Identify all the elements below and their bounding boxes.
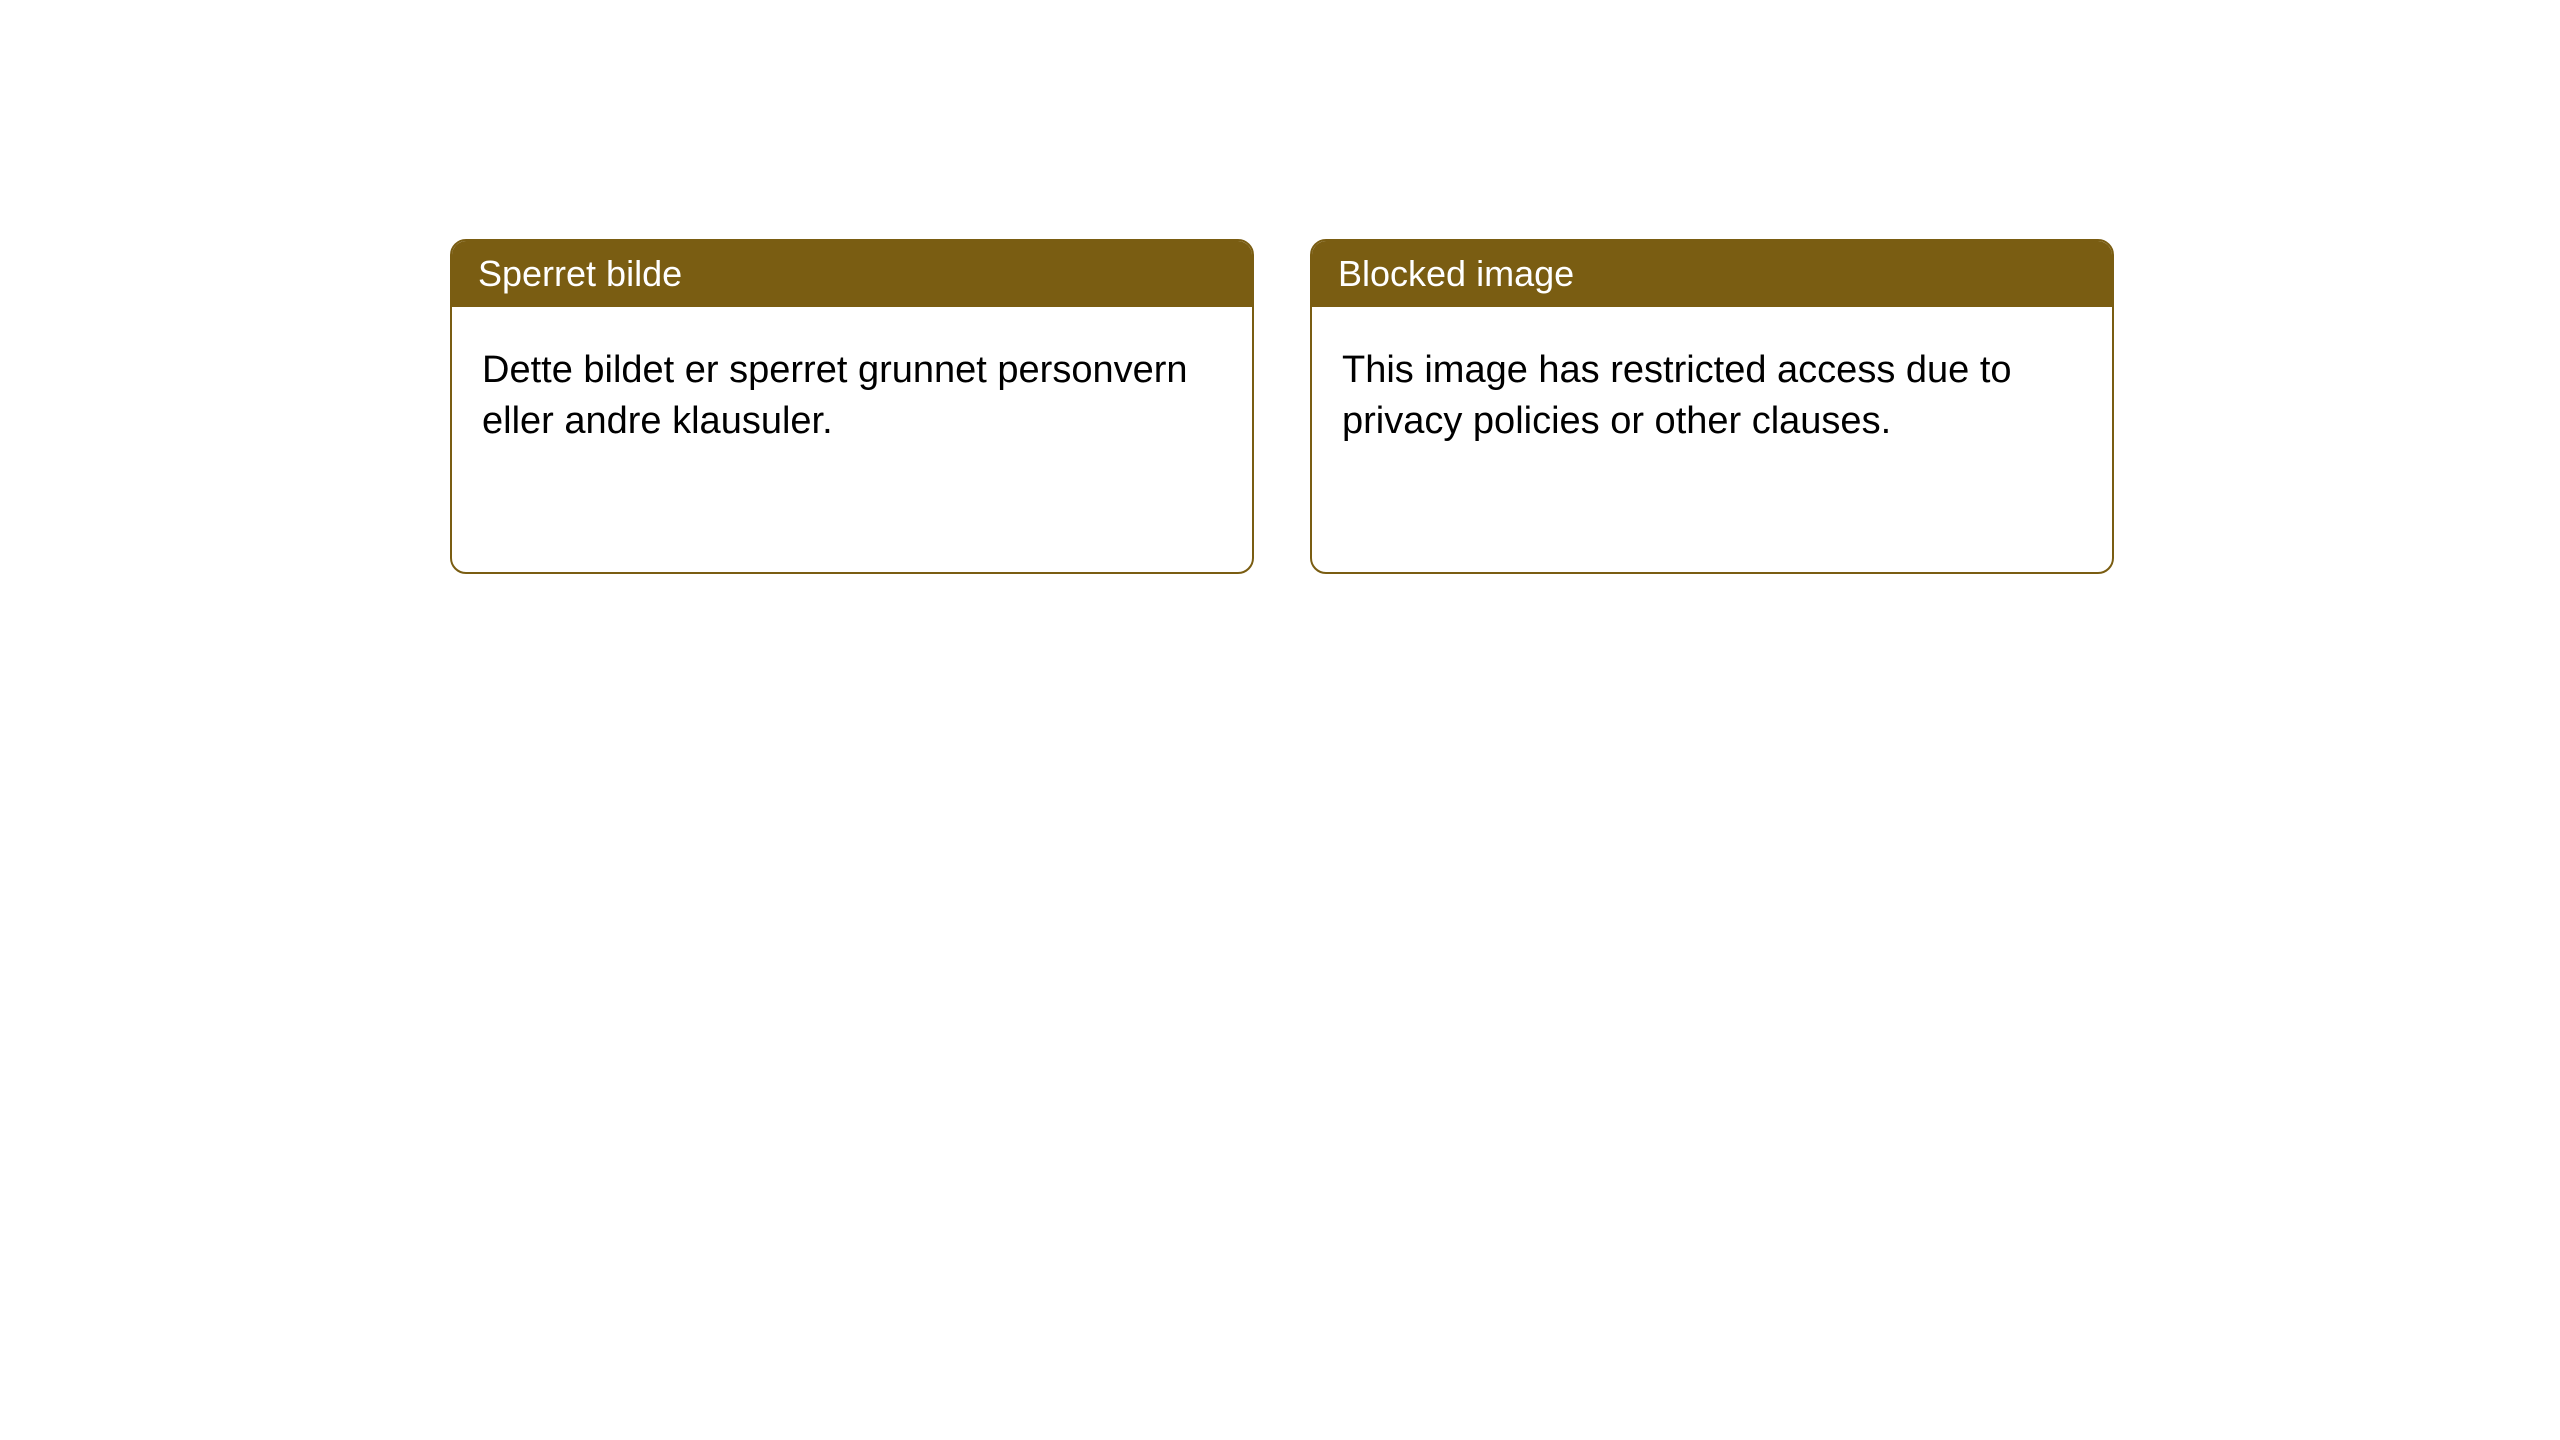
card-body-en: This image has restricted access due to …	[1312, 307, 2112, 486]
notice-cards-container: Sperret bilde Dette bildet er sperret gr…	[450, 239, 2114, 574]
card-header-no: Sperret bilde	[452, 241, 1252, 307]
card-header-en: Blocked image	[1312, 241, 2112, 307]
card-body-text-en: This image has restricted access due to …	[1342, 349, 2012, 442]
blocked-image-card-en: Blocked image This image has restricted …	[1310, 239, 2114, 574]
card-body-text-no: Dette bildet er sperret grunnet personve…	[482, 349, 1188, 442]
card-title-no: Sperret bilde	[478, 253, 682, 294]
card-title-en: Blocked image	[1338, 253, 1574, 294]
blocked-image-card-no: Sperret bilde Dette bildet er sperret gr…	[450, 239, 1254, 574]
card-body-no: Dette bildet er sperret grunnet personve…	[452, 307, 1252, 486]
